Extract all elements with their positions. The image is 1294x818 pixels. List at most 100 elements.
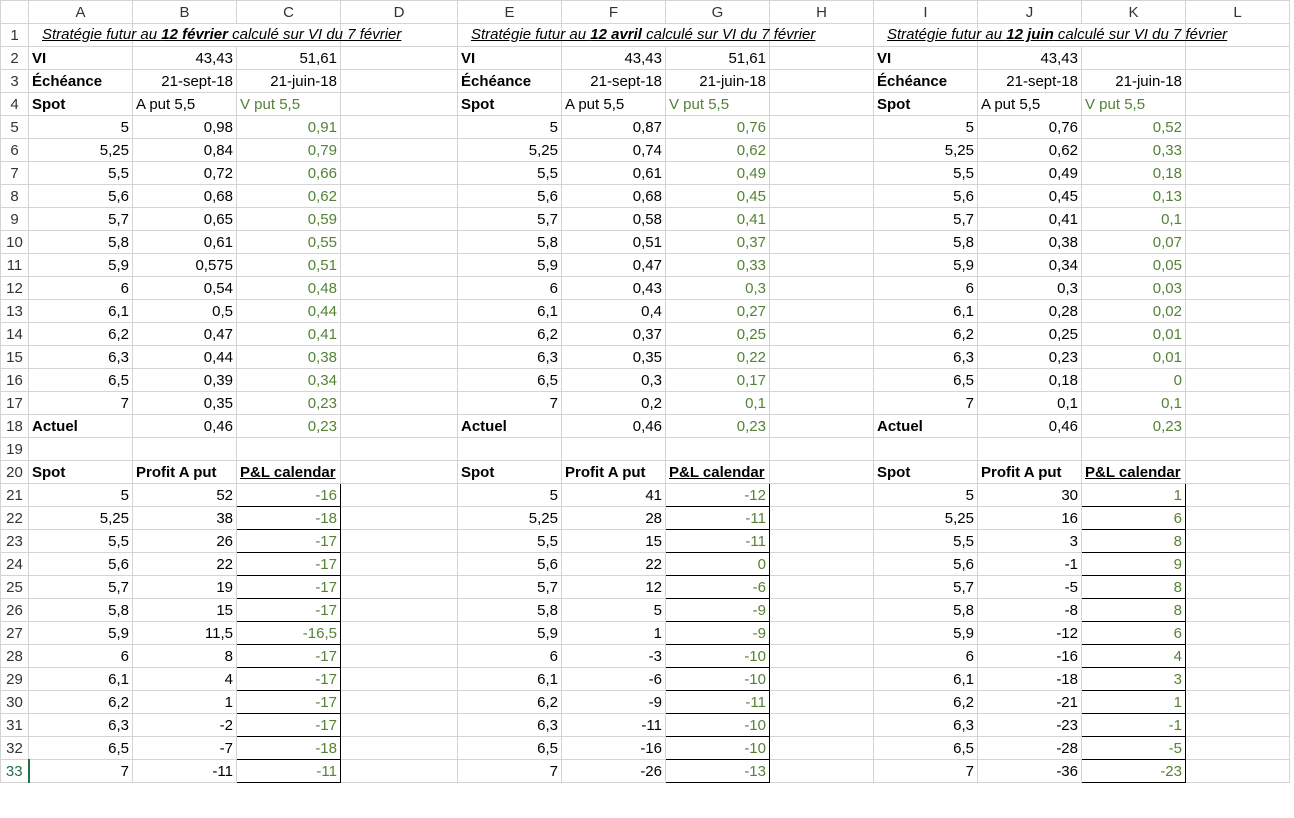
cell-k7[interactable]: 0,18 — [1081, 161, 1186, 185]
cell-c24[interactable]: -17 — [236, 552, 341, 576]
cell-i16[interactable]: 6,5 — [873, 368, 978, 392]
cell-j31[interactable]: -23 — [977, 713, 1082, 737]
cell-e30[interactable]: 6,2 — [457, 690, 562, 714]
column-header-d[interactable]: D — [340, 0, 458, 24]
cell-d2[interactable] — [340, 46, 458, 70]
cell-e23[interactable]: 5,5 — [457, 529, 562, 553]
cell-g10[interactable]: 0,37 — [665, 230, 770, 254]
cell-i3[interactable]: Échéance — [873, 69, 978, 93]
cell-c25[interactable]: -17 — [236, 575, 341, 599]
cell-g6[interactable]: 0,62 — [665, 138, 770, 162]
cell-f4[interactable]: A put 5,5 — [561, 92, 666, 116]
cell-c6[interactable]: 0,79 — [236, 138, 341, 162]
cell-a9[interactable]: 5,7 — [28, 207, 133, 231]
cell-d6[interactable] — [340, 138, 458, 162]
cell-g16[interactable]: 0,17 — [665, 368, 770, 392]
row-header-16[interactable]: 16 — [0, 368, 29, 392]
cell-l31[interactable] — [1185, 713, 1290, 737]
cell-f27[interactable]: 1 — [561, 621, 666, 645]
cell-g3[interactable]: 21-juin-18 — [665, 69, 770, 93]
cell-h10[interactable] — [769, 230, 874, 254]
cell-c8[interactable]: 0,62 — [236, 184, 341, 208]
cell-a30[interactable]: 6,2 — [28, 690, 133, 714]
cell-g12[interactable]: 0,3 — [665, 276, 770, 300]
cell-d12[interactable] — [340, 276, 458, 300]
cell-g27[interactable]: -9 — [665, 621, 770, 645]
cell-g26[interactable]: -9 — [665, 598, 770, 622]
cell-g11[interactable]: 0,33 — [665, 253, 770, 277]
cell-f18[interactable]: 0,46 — [561, 414, 666, 438]
cell-a33[interactable]: 7 — [28, 759, 133, 783]
cell-g33[interactable]: -13 — [665, 759, 770, 783]
cell-a3[interactable]: Échéance — [28, 69, 133, 93]
cell-e2[interactable]: VI — [457, 46, 562, 70]
cell-d13[interactable] — [340, 299, 458, 323]
cell-k12[interactable]: 0,03 — [1081, 276, 1186, 300]
cell-d17[interactable] — [340, 391, 458, 415]
row-header-11[interactable]: 11 — [0, 253, 29, 277]
cell-i26[interactable]: 5,8 — [873, 598, 978, 622]
cell-e29[interactable]: 6,1 — [457, 667, 562, 691]
cell-j13[interactable]: 0,28 — [977, 299, 1082, 323]
cell-b3[interactable]: 21-sept-18 — [132, 69, 237, 93]
cell-f6[interactable]: 0,74 — [561, 138, 666, 162]
cell-a13[interactable]: 6,1 — [28, 299, 133, 323]
cell-i6[interactable]: 5,25 — [873, 138, 978, 162]
cell-j16[interactable]: 0,18 — [977, 368, 1082, 392]
cell-i27[interactable]: 5,9 — [873, 621, 978, 645]
cell-l6[interactable] — [1185, 138, 1290, 162]
cell-b18[interactable]: 0,46 — [132, 414, 237, 438]
cell-e5[interactable]: 5 — [457, 115, 562, 139]
cell-e26[interactable]: 5,8 — [457, 598, 562, 622]
cell-d21[interactable] — [340, 483, 458, 507]
cell-i32[interactable]: 6,5 — [873, 736, 978, 760]
cell-i24[interactable]: 5,6 — [873, 552, 978, 576]
cell-k11[interactable]: 0,05 — [1081, 253, 1186, 277]
cell-d27[interactable] — [340, 621, 458, 645]
cell-a27[interactable]: 5,9 — [28, 621, 133, 645]
cell-c11[interactable]: 0,51 — [236, 253, 341, 277]
cell-h32[interactable] — [769, 736, 874, 760]
cell-i30[interactable]: 6,2 — [873, 690, 978, 714]
row-header-9[interactable]: 9 — [0, 207, 29, 231]
cell-l9[interactable] — [1185, 207, 1290, 231]
cell-d14[interactable] — [340, 322, 458, 346]
cell-b20[interactable]: Profit A put — [132, 460, 237, 484]
cell-b2[interactable]: 43,43 — [132, 46, 237, 70]
cell-j32[interactable]: -28 — [977, 736, 1082, 760]
cell-d24[interactable] — [340, 552, 458, 576]
cell-e13[interactable]: 6,1 — [457, 299, 562, 323]
cell-f5[interactable]: 0,87 — [561, 115, 666, 139]
cell-c12[interactable]: 0,48 — [236, 276, 341, 300]
cell-k30[interactable]: 1 — [1081, 690, 1186, 714]
row-header-30[interactable]: 30 — [0, 690, 29, 714]
cell-k22[interactable]: 6 — [1081, 506, 1186, 530]
cell-e1[interactable]: Stratégie futur au 12 avril calculé sur … — [457, 23, 815, 47]
cell-e3[interactable]: Échéance — [457, 69, 562, 93]
cell-i7[interactable]: 5,5 — [873, 161, 978, 185]
cell-f11[interactable]: 0,47 — [561, 253, 666, 277]
cell-l33[interactable] — [1185, 759, 1290, 783]
cell-i2[interactable]: VI — [873, 46, 978, 70]
cell-c16[interactable]: 0,34 — [236, 368, 341, 392]
cell-g24[interactable]: 0 — [665, 552, 770, 576]
column-header-b[interactable]: B — [132, 0, 237, 24]
cell-d10[interactable] — [340, 230, 458, 254]
cell-e19[interactable] — [457, 437, 562, 461]
cell-e4[interactable]: Spot — [457, 92, 562, 116]
cell-c3[interactable]: 21-juin-18 — [236, 69, 341, 93]
cell-h22[interactable] — [769, 506, 874, 530]
row-header-24[interactable]: 24 — [0, 552, 29, 576]
cell-j25[interactable]: -5 — [977, 575, 1082, 599]
cell-a23[interactable]: 5,5 — [28, 529, 133, 553]
cell-l3[interactable] — [1185, 69, 1290, 93]
column-header-e[interactable]: E — [457, 0, 562, 24]
cell-f24[interactable]: 22 — [561, 552, 666, 576]
cell-l29[interactable] — [1185, 667, 1290, 691]
cell-e11[interactable]: 5,9 — [457, 253, 562, 277]
cell-b30[interactable]: 1 — [132, 690, 237, 714]
cell-i18[interactable]: Actuel — [873, 414, 978, 438]
cell-b11[interactable]: 0,575 — [132, 253, 237, 277]
cell-f16[interactable]: 0,3 — [561, 368, 666, 392]
cell-b27[interactable]: 11,5 — [132, 621, 237, 645]
